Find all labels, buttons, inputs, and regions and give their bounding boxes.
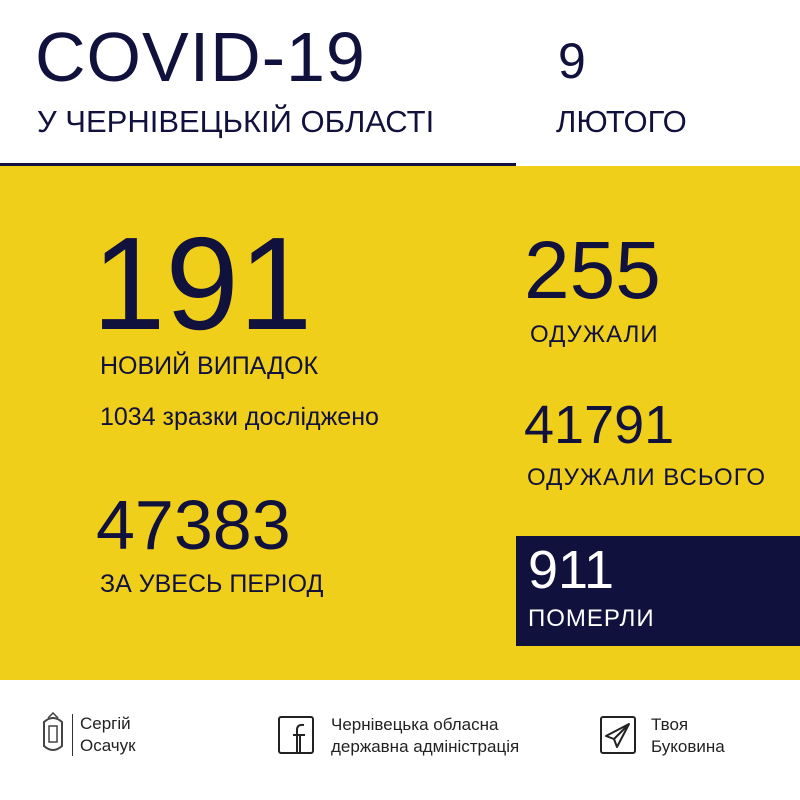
facebook-line2: державна адміністрація — [331, 737, 520, 756]
deaths-value: 911 — [528, 540, 615, 600]
facebook-line1: Чернівецька обласна — [331, 715, 499, 734]
total-cases-label: ЗА УВЕСЬ ПЕРІОД — [100, 570, 324, 598]
person-name[interactable]: Сергій Осачук — [80, 713, 136, 757]
footer-separator — [72, 714, 73, 756]
telegram-line2: Буковина — [651, 737, 725, 756]
page-title: COVID-19 — [35, 18, 366, 96]
coat-of-arms-icon — [43, 712, 63, 751]
divider — [0, 163, 516, 166]
recovered-value: 255 — [524, 225, 661, 316]
facebook-link[interactable]: Чернівецька обласна державна адміністрац… — [331, 714, 519, 758]
person-last-name: Осачук — [80, 736, 136, 755]
recovered-total-value: 41791 — [524, 395, 675, 455]
deaths-box — [516, 536, 800, 646]
recovered-total-label: ОДУЖАЛИ ВСЬОГО — [527, 464, 767, 491]
telegram-link[interactable]: Твоя Буковина — [651, 714, 725, 758]
tests-count: 1034 зразки досліджено — [100, 403, 379, 431]
person-first-name: Сергій — [80, 714, 131, 733]
total-cases-value: 47383 — [96, 486, 291, 564]
region-subtitle: У ЧЕРНІВЕЦЬКІЙ ОБЛАСТІ — [37, 104, 435, 139]
new-cases-label: НОВИЙ ВИПАДОК — [100, 352, 319, 380]
facebook-icon[interactable] — [278, 716, 314, 754]
date-day: 9 — [558, 33, 586, 89]
telegram-icon[interactable] — [600, 716, 636, 754]
new-cases-value: 191 — [92, 210, 313, 357]
date-month: ЛЮТОГО — [556, 104, 687, 139]
recovered-label: ОДУЖАЛИ — [530, 321, 659, 348]
telegram-line1: Твоя — [651, 715, 689, 734]
deaths-label: ПОМЕРЛИ — [528, 605, 655, 632]
